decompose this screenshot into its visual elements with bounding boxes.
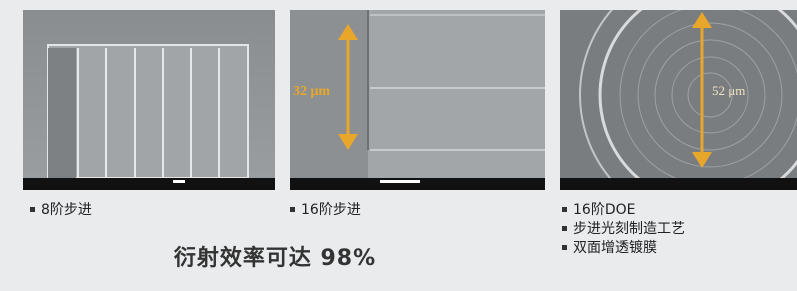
caption: 双面增透镀膜 [562,237,657,257]
sem-image-doe: 52 μm [560,10,797,190]
scale-label: 52 μm [712,83,745,98]
caption: 步进光刻制造工艺 [562,218,685,238]
caption: 8阶步进 [30,199,92,219]
headline: 衍射效率可达 98% [0,240,550,272]
sem-image-8-step [23,10,275,190]
caption: 16阶DOE [562,199,635,219]
page: 32 μm 52 μm 8阶步进 16阶步进 16阶DOE 步进光刻制造工艺 双… [0,0,797,291]
scale-label: 32 μm [293,84,330,99]
sem-image-16-step: 32 μm [290,10,545,190]
caption: 16阶步进 [290,199,361,219]
